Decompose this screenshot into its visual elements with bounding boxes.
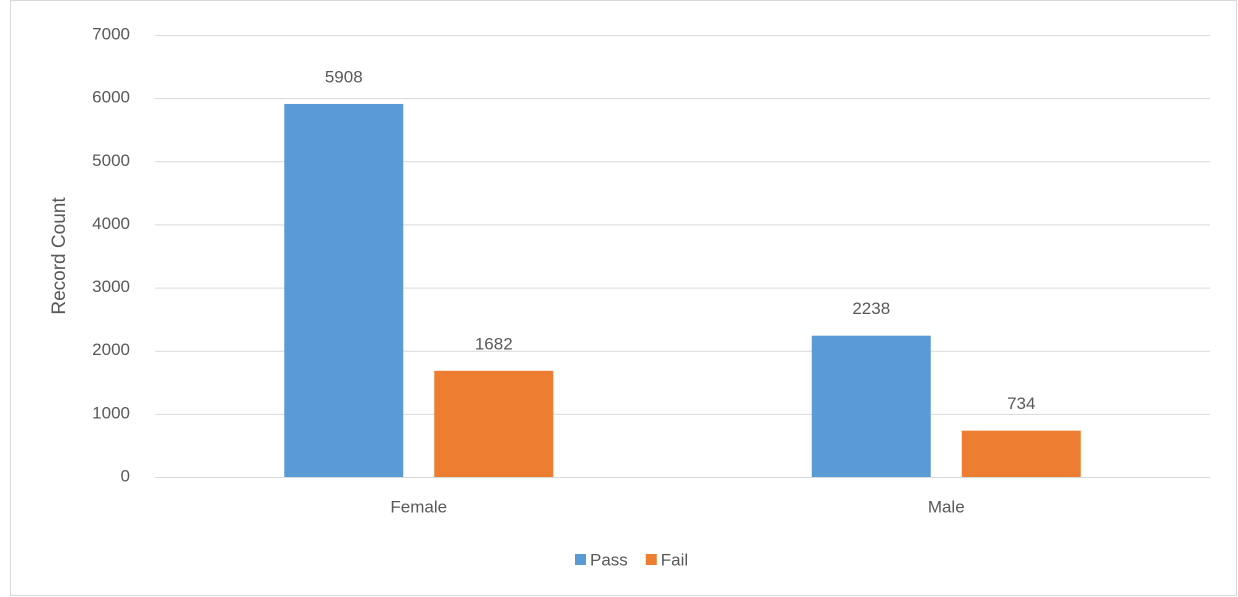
y-tick-label: 7000	[92, 24, 130, 43]
y-tick-label: 1000	[92, 403, 130, 422]
x-tick-label: Male	[928, 497, 965, 516]
data-label: 734	[1007, 394, 1035, 413]
y-tick-label: 6000	[92, 88, 130, 107]
chart-border	[10, 0, 1237, 596]
data-label: 5908	[325, 67, 363, 86]
legend-label: Fail	[661, 550, 688, 569]
data-label: 1682	[475, 334, 513, 353]
y-tick-label: 3000	[92, 277, 130, 296]
bar	[434, 370, 554, 477]
y-axis-label: Record Count	[49, 197, 70, 315]
y-tick-label: 4000	[92, 214, 130, 233]
legend-swatch	[645, 554, 657, 565]
y-tick-label: 0	[121, 466, 130, 485]
data-label: 2238	[852, 299, 890, 318]
y-tick-label: 5000	[92, 151, 130, 170]
legend-label: Pass	[590, 550, 628, 569]
bar	[284, 103, 404, 478]
bar	[961, 430, 1081, 477]
x-tick-label: Female	[390, 497, 447, 516]
bar	[811, 335, 931, 477]
legend-swatch	[575, 554, 586, 565]
y-tick-label: 2000	[92, 340, 130, 359]
